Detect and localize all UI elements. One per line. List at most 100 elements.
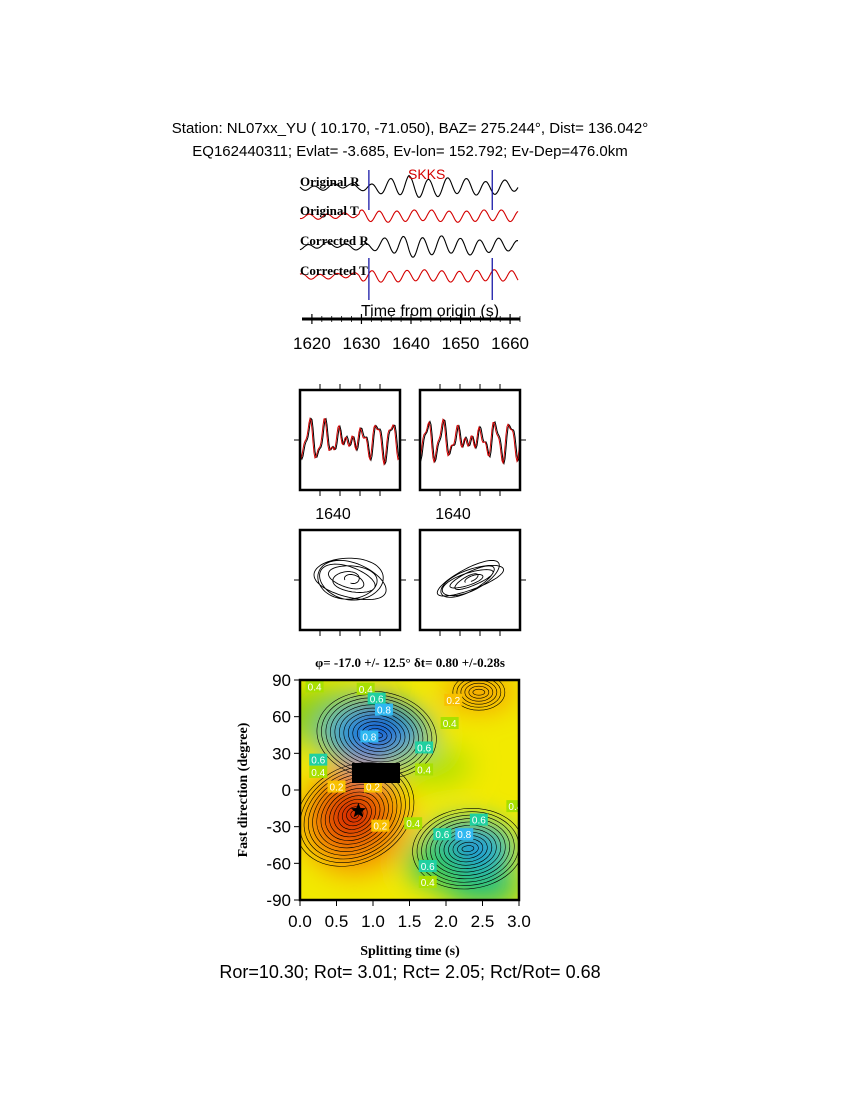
contour-label: 0.4 bbox=[308, 682, 322, 693]
contour-label-box bbox=[506, 800, 519, 813]
component-panel-before bbox=[294, 384, 406, 496]
time-tick-label: 1620 bbox=[293, 334, 331, 353]
contour-label: 0.8 bbox=[377, 706, 391, 717]
contour-label: 0.4 bbox=[311, 768, 325, 779]
map-x-tick-label: 2.0 bbox=[434, 912, 458, 931]
event-info: EQ162440311; Evlat= -3.685, Ev-lon= 152.… bbox=[192, 143, 628, 160]
contour-line bbox=[412, 808, 519, 890]
contour-label: 0.4 bbox=[406, 819, 420, 830]
fast-component-trace bbox=[300, 417, 400, 466]
contour-line bbox=[300, 765, 410, 863]
waveform-panel: Original R Original T Corrected R Corrected… bbox=[293, 166, 529, 353]
contour-label: 0.4 bbox=[421, 878, 435, 889]
grid-search-map: 0.4 0.40.60.80.80.20.40.60.40.60.40.2 0.20… bbox=[266, 671, 530, 931]
time-axis-label: Time from origin (s) bbox=[361, 303, 499, 320]
contour-label-box bbox=[367, 692, 386, 705]
map-y-tick-label: -30 bbox=[266, 818, 291, 837]
contour-label-box bbox=[415, 741, 434, 754]
map-x-tick-label: 1.0 bbox=[361, 912, 385, 931]
time-tick-label: 1660 bbox=[491, 334, 529, 353]
trace-label-corrected-r: Corrected R bbox=[300, 233, 369, 248]
contour-label-box bbox=[309, 765, 328, 778]
contour-label-box bbox=[360, 730, 379, 743]
contour-label: 0.4 bbox=[359, 685, 373, 696]
contour-line bbox=[464, 682, 494, 702]
contour-line bbox=[337, 799, 372, 830]
time-tick-label: 1640 bbox=[392, 334, 430, 353]
contour-label: 0.2 bbox=[330, 783, 344, 794]
trace-original-r bbox=[299, 174, 519, 199]
grid-search-ylabel: Fast direction (degree) bbox=[236, 722, 251, 857]
slow-component-trace bbox=[300, 417, 400, 466]
slow-component-trace bbox=[420, 417, 520, 465]
component-tick-label-1: 1640 bbox=[315, 506, 351, 523]
map-x-tick-label: 0.0 bbox=[288, 912, 312, 931]
heat-region bbox=[328, 790, 377, 839]
contour-label: 0.6 bbox=[421, 862, 435, 873]
contour-label-box bbox=[374, 703, 393, 716]
contour-line bbox=[352, 718, 401, 752]
contour-line bbox=[461, 845, 475, 853]
contour-label: 0.4 bbox=[417, 765, 431, 776]
contour-label-box bbox=[356, 682, 375, 695]
trace-original-t bbox=[299, 209, 519, 223]
map-y-tick-label: 90 bbox=[272, 671, 291, 690]
map-x-tick-label: 2.5 bbox=[471, 912, 495, 931]
trace-label-original-r: Original R bbox=[300, 174, 360, 189]
contour-label: 0.2 bbox=[446, 696, 460, 707]
particle-motion-after bbox=[414, 528, 526, 636]
contour-line bbox=[468, 685, 490, 699]
contour-label: 0.2 bbox=[366, 783, 380, 794]
trace-corrected-r bbox=[299, 235, 519, 258]
time-tick-label: 1650 bbox=[442, 334, 480, 353]
contour-label-box bbox=[418, 875, 437, 888]
station-info: Station: NL07xx_YU ( 10.170, -71.050), B… bbox=[171, 120, 649, 137]
null-zone bbox=[352, 763, 400, 783]
map-y-tick-label: -60 bbox=[266, 854, 291, 873]
contour-label: 0.8 bbox=[457, 830, 471, 841]
contour-line bbox=[324, 788, 385, 841]
contour-label-box bbox=[455, 828, 474, 841]
map-y-tick-label: 60 bbox=[272, 708, 291, 727]
time-tick-label: 1630 bbox=[343, 334, 381, 353]
best-fit-star bbox=[350, 802, 366, 818]
contour-label-box bbox=[415, 763, 434, 776]
contour-line bbox=[303, 769, 406, 860]
contour-line bbox=[333, 795, 377, 834]
contour-line bbox=[425, 818, 511, 880]
contour-label-box bbox=[469, 813, 488, 826]
contour-label-box bbox=[440, 717, 459, 729]
contour-label: 0.8 bbox=[362, 732, 376, 743]
ratio-summary: Ror=10.30; Rot= 3.01; Rct= 2.05; Rct/Rot… bbox=[219, 962, 601, 982]
map-y-tick-label: 0 bbox=[282, 781, 291, 800]
map-x-tick-label: 1.5 bbox=[398, 912, 422, 931]
contour-label-box bbox=[404, 817, 423, 830]
contour-label: 0.2 bbox=[373, 822, 387, 833]
contour-label-box bbox=[433, 828, 452, 841]
contour-line bbox=[452, 680, 506, 711]
contour-label-box bbox=[371, 819, 390, 832]
contour-label-box bbox=[444, 693, 463, 706]
contour-label-box bbox=[327, 780, 346, 793]
contour-label: 0.6 bbox=[435, 830, 449, 841]
contour-label: 0.4 bbox=[443, 719, 457, 730]
contour-line bbox=[457, 841, 479, 856]
contour-line bbox=[430, 821, 506, 876]
map-y-tick-label: 30 bbox=[272, 744, 291, 763]
contour-label: 0.6 bbox=[311, 756, 325, 767]
grid-search-xlabel: Splitting time (s) bbox=[360, 944, 460, 959]
component-tick-label-2: 1640 bbox=[435, 506, 471, 523]
contour-label: 0.4 bbox=[508, 802, 522, 813]
contour-label: 0.6 bbox=[370, 695, 384, 706]
phase-label: SKKS bbox=[408, 166, 445, 182]
grid-search-title: φ= -17.0 +/- 12.5° δt= 0.80 +/-0.28s bbox=[315, 655, 505, 670]
contour-line bbox=[356, 721, 397, 749]
contour-line bbox=[456, 680, 502, 708]
map-x-tick-label: 0.5 bbox=[325, 912, 349, 931]
contour-label-box bbox=[418, 860, 437, 872]
component-panel-after bbox=[414, 384, 526, 496]
contour-label-box bbox=[364, 780, 382, 793]
particle-motion-before bbox=[294, 528, 406, 636]
contour-line bbox=[341, 802, 368, 827]
